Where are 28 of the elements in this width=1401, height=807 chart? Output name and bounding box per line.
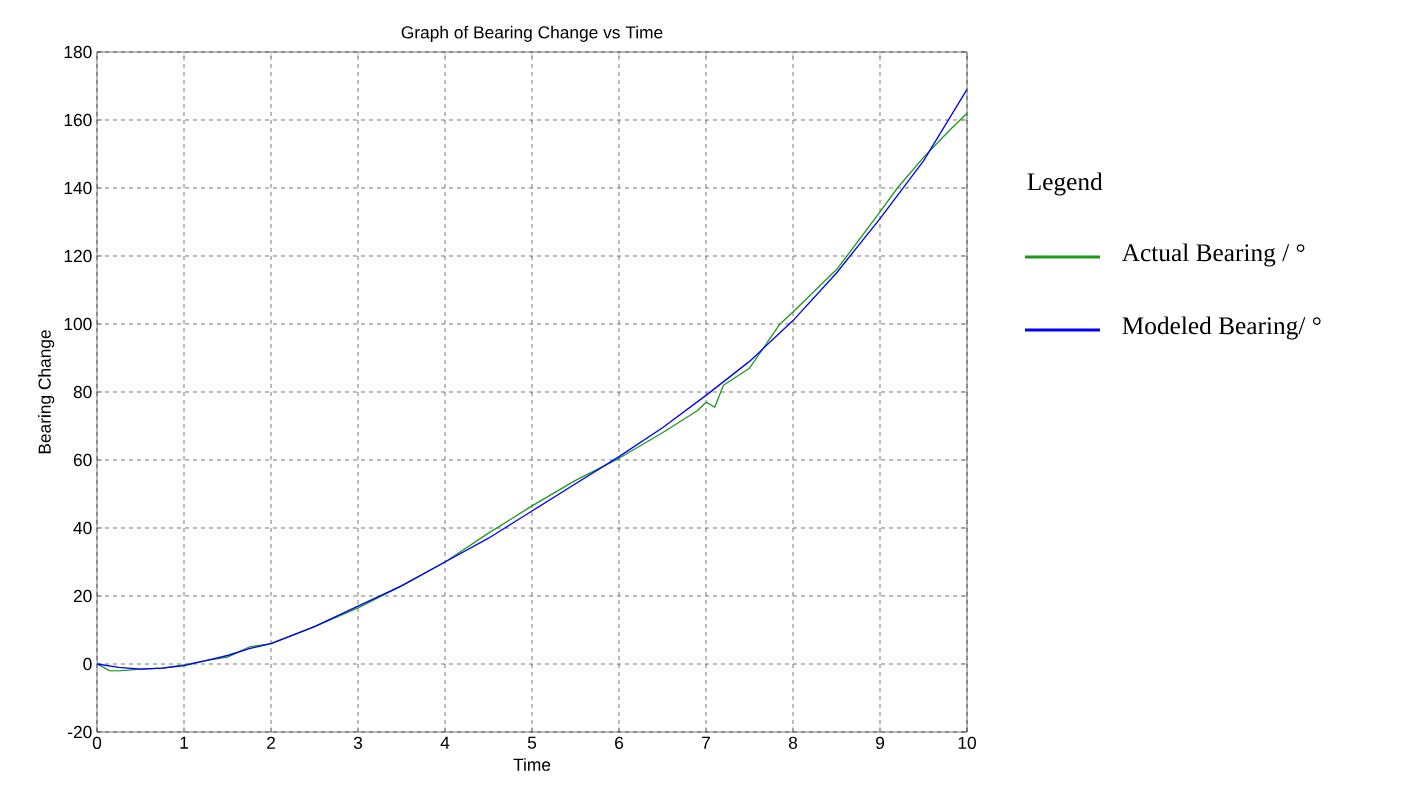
x-tick-label: 5 xyxy=(527,736,537,749)
y-axis-title: Bearing Change xyxy=(38,330,55,454)
y-tick-label: -20 xyxy=(68,725,92,739)
y-tick-label: 40 xyxy=(73,521,92,535)
x-tick-label: 2 xyxy=(267,736,275,749)
x-tick-label: 4 xyxy=(440,736,450,749)
y-tick-label: 180 xyxy=(64,45,92,59)
x-tick-label: 7 xyxy=(702,736,710,749)
legend-title: Legend xyxy=(1027,172,1103,196)
y-tick-label: 60 xyxy=(73,453,92,467)
x-tick-label: 9 xyxy=(876,736,885,749)
y-tick-label: 20 xyxy=(73,589,92,603)
legend-label: Actual Bearing / ° xyxy=(1121,243,1305,267)
x-tick-label: 6 xyxy=(615,736,624,749)
y-tick-label: 160 xyxy=(64,113,92,127)
y-tick-label: 80 xyxy=(73,385,92,399)
x-tick-label: 3 xyxy=(353,736,363,749)
y-tick-label: 120 xyxy=(64,249,92,263)
x-tick-label: 8 xyxy=(788,736,798,749)
x-tick-label: 1 xyxy=(180,736,188,749)
legend-label: Modeled Bearing/ ° xyxy=(1122,316,1321,340)
x-axis-title: Time xyxy=(513,758,551,771)
y-tick-label: 140 xyxy=(64,181,92,195)
y-tick-label: 100 xyxy=(64,317,92,331)
x-tick-label: 0 xyxy=(92,736,102,749)
chart-title: Graph of Bearing Change vs Time xyxy=(401,25,663,42)
y-tick-label: 0 xyxy=(83,657,92,671)
x-tick-label: 10 xyxy=(958,736,976,749)
